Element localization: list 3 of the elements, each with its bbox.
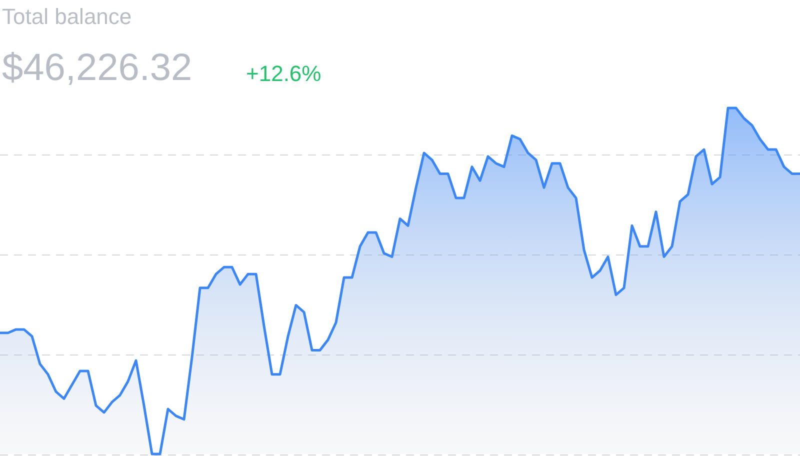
chart-title: Total balance [2, 4, 132, 29]
text: +12.6% [246, 61, 322, 86]
chart-subtitle: $46,226.32 [2, 47, 192, 89]
